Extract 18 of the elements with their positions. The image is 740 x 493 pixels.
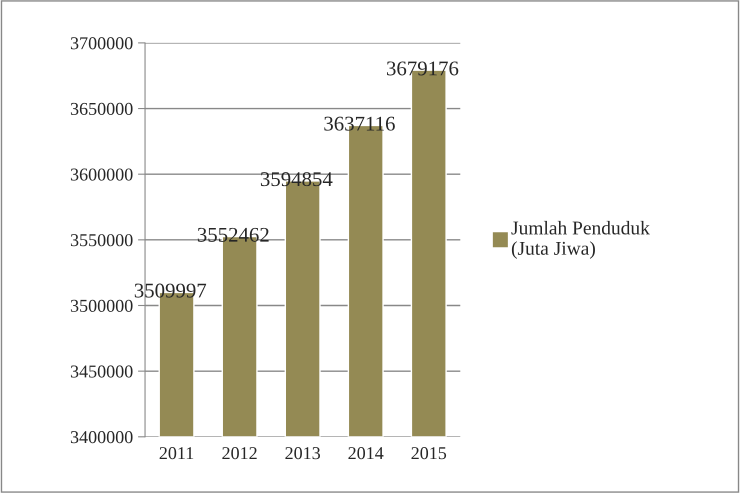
- x-tick-label: 2014: [348, 447, 384, 460]
- legend-label: Jumlah Penduduk (Juta Jiwa): [511, 220, 650, 259]
- data-label: 3509997: [134, 284, 206, 298]
- data-label: 3594854: [260, 172, 332, 186]
- y-tick-label: 3700000: [70, 37, 133, 50]
- y-tick-label: 3500000: [70, 300, 133, 312]
- data-label: 3552462: [198, 228, 269, 242]
- x-tick-label: 2012: [222, 447, 257, 460]
- y-tick-label: 3400000: [70, 431, 133, 444]
- y-tick-label: 3550000: [70, 234, 133, 246]
- data-label: 3637116: [324, 116, 395, 131]
- x-tick-label: 2013: [285, 447, 320, 460]
- x-tick-label: 2011: [160, 447, 194, 460]
- y-tick-label: 3600000: [70, 168, 133, 181]
- x-tick-label: 2015: [411, 447, 446, 460]
- y-tick-label: 3450000: [70, 365, 133, 378]
- y-tick-label: 3650000: [70, 102, 133, 115]
- data-label: 3679176: [386, 61, 458, 76]
